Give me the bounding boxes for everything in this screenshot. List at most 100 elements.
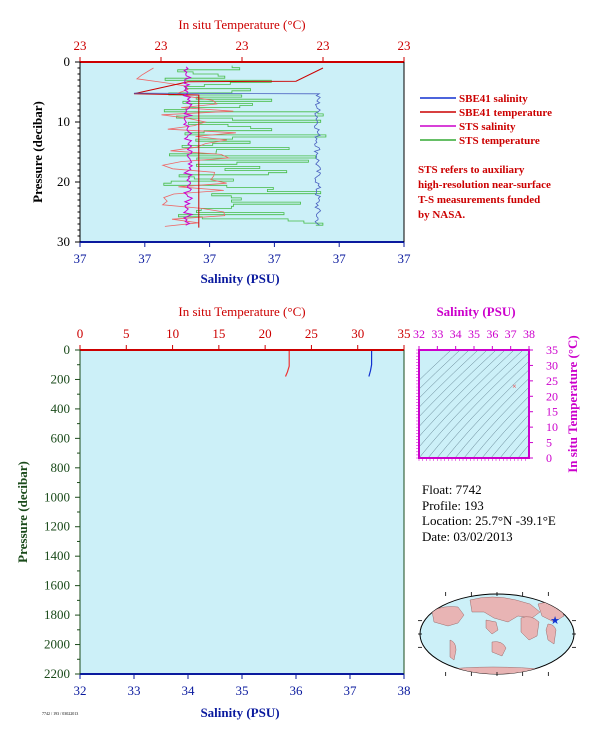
density-contour [419, 350, 497, 427]
note-line: T-S measurements funded [418, 194, 541, 206]
density-contour [436, 360, 529, 458]
top-tick-label: 10 [166, 326, 179, 341]
bottom-tick-label: 37 [344, 683, 358, 698]
note-line: high-resolution near-surface [418, 179, 551, 191]
note-line: STS refers to auxiliary [418, 164, 525, 176]
float-location-marker: ★ [550, 615, 560, 627]
density-contour [419, 350, 470, 399]
full-depth-profile-chart: In situ Temperature (°C) 0 5 10 15 20 25 30 35 … [15, 304, 411, 720]
top-tick-labels: 0 5 10 15 20 25 30 35 [77, 326, 411, 341]
sts-temperature-series [163, 65, 327, 226]
y-tick-label: 1800 [44, 607, 70, 622]
y-tick-label: 200 [51, 371, 71, 386]
sbe41-salinity-line [133, 92, 322, 226]
profile-series [284, 350, 373, 377]
legend-label: SBE41 temperature [459, 107, 552, 119]
plot-area [80, 350, 404, 674]
top-tick-label: 23 [236, 38, 249, 53]
y-axis-label: In situ Temperature (°C) [565, 335, 580, 473]
top-tick-label: 23 [155, 38, 168, 53]
top-tick-label: 23 [317, 38, 330, 53]
sbe41-salinity-series [133, 92, 322, 226]
density-contour [481, 404, 529, 458]
temperature-line [284, 350, 290, 377]
location-map: ★ [418, 592, 576, 676]
x-axis-label: Salinity (PSU) [436, 304, 515, 319]
x-tick-labels: 32 33 34 35 36 37 38 [413, 327, 535, 341]
top-tick-label: 30 [351, 326, 364, 341]
y-tick-label: 600 [51, 430, 71, 445]
density-contour [517, 444, 529, 458]
footer-text: 7742 / 193 / 03022013 [42, 711, 79, 716]
date: Date: 03/02/2013 [422, 528, 513, 544]
x-axis-label: Salinity (PSU) [200, 271, 279, 286]
top-tick-label: 25 [305, 326, 318, 341]
location: Location: 25.7°N -39.1°E [422, 513, 556, 528]
top-tick-label: 35 [398, 326, 411, 341]
sts-note: STS refers to auxiliary high-resolution … [418, 163, 551, 223]
density-contour [463, 386, 529, 458]
top-axis-label: In situ Temperature (°C) [178, 17, 305, 32]
density-contour [419, 350, 479, 408]
y-tick-label: 5 [546, 436, 552, 450]
bottom-tick-labels: 32 33 34 35 36 37 38 [74, 683, 411, 698]
bottom-tick-label: 37 [398, 251, 412, 266]
x-tick-label: 33 [431, 327, 443, 341]
y-tick-label: 2000 [44, 637, 70, 652]
density-contour [419, 350, 452, 381]
y-tick-label: 1600 [44, 578, 70, 593]
legend-label: SBE41 salinity [459, 93, 528, 105]
bottom-tick-label: 35 [236, 683, 249, 698]
x-tick-label: 36 [486, 327, 498, 341]
bottom-tick-label: 34 [182, 683, 196, 698]
plot-area [419, 350, 529, 458]
x-tick-label: 37 [505, 327, 517, 341]
salinity-line [368, 350, 373, 377]
y-tick-label: 0 [64, 54, 71, 69]
density-contour [508, 433, 529, 458]
bottom-tick-label: 37 [333, 251, 347, 266]
bottom-tick-label: 37 [74, 251, 88, 266]
density-contour [499, 424, 529, 458]
density-contour [419, 350, 488, 418]
density-contour [445, 369, 529, 458]
density-contour [419, 350, 524, 458]
bottom-tick-label: 36 [290, 683, 304, 698]
top-axis-label: In situ Temperature (°C) [178, 304, 305, 319]
legend: SBE41 salinity SBE41 temperature STS salin… [420, 93, 552, 147]
y-tick-label: 1000 [44, 489, 70, 504]
y-tick-label: 30 [57, 234, 70, 249]
top-tick-label: 5 [123, 326, 130, 341]
top-tick-label: 23 [74, 38, 87, 53]
axis-ticks [416, 346, 533, 461]
float-info: Float: 7742 Profile: 193 Location: 25.7°… [422, 482, 556, 544]
bottom-tick-label: 38 [398, 683, 411, 698]
legend-label: STS salinity [459, 121, 516, 133]
ts-points: × [512, 382, 517, 391]
y-tick-label: 15 [546, 405, 558, 419]
sts-temperature-line [163, 65, 327, 226]
y-tick-label: 30 [546, 358, 558, 372]
sbe41-temperature-series [133, 67, 324, 228]
map-graticule [418, 592, 576, 676]
density-contour [490, 414, 529, 458]
y-tick-label: 800 [51, 460, 71, 475]
y-tick-label: 20 [546, 389, 558, 403]
density-contour [472, 395, 529, 458]
y-axis-label: Pressure (decibar) [15, 461, 30, 563]
float-id: Float: 7742 [422, 482, 482, 497]
bottom-tick-label: 37 [268, 251, 282, 266]
density-contour [419, 350, 461, 390]
y-tick-label: 1200 [44, 519, 70, 534]
ts-diagram-chart: × Salinity (PSU) In situ Temperature (°C… [413, 304, 580, 473]
profile-number: Profile: 193 [422, 497, 484, 513]
top-tick-label: 23 [398, 38, 411, 53]
y-tick-label: 1400 [44, 548, 70, 563]
top-tick-label: 0 [77, 326, 84, 341]
density-contour [427, 352, 529, 458]
y-tick-label: 25 [546, 374, 558, 388]
bottom-tick-label: 37 [138, 251, 152, 266]
bottom-tick-label: 33 [128, 683, 141, 698]
y-tick-labels: 0 200 400 600 800 1000 1200 1400 1600 1800 2000 220… [44, 342, 70, 681]
